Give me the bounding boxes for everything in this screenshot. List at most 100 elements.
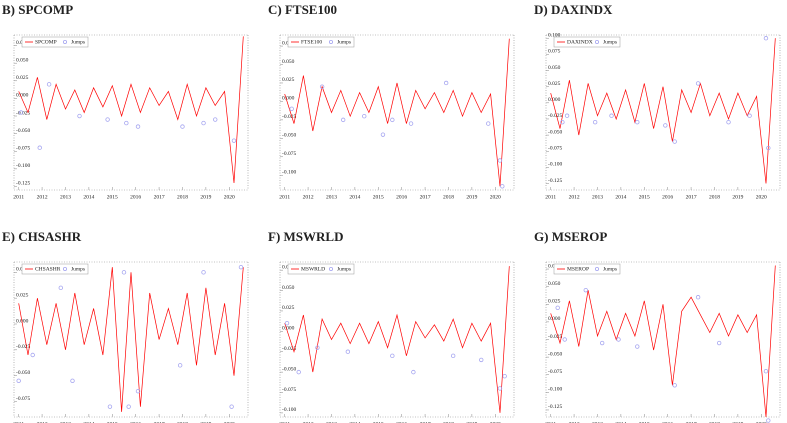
- jump-marker: [592, 119, 598, 125]
- panel-title: D) DAXINDX: [534, 2, 613, 17]
- jump-marker: [213, 117, 218, 122]
- jump-marker: [672, 139, 677, 144]
- y-tick-label: -0.050: [282, 133, 296, 139]
- jump-marker: [345, 349, 351, 354]
- x-tick-label: 2012: [37, 421, 48, 423]
- jump-marker: [390, 353, 395, 359]
- y-tick-label: -0.125: [548, 404, 562, 410]
- x-tick-label: 2019: [466, 194, 477, 200]
- y-tick-label: 0.025: [548, 81, 561, 87]
- x-tick-label: 2012: [303, 194, 314, 200]
- y-tick-label: 0.050: [548, 65, 561, 71]
- x-tick-label: 2019: [466, 421, 477, 423]
- x-tick-label: 2012: [303, 421, 314, 423]
- x-tick-label: 2016: [662, 421, 673, 423]
- x-tick-label: 2014: [83, 421, 94, 423]
- x-tick-label: 2016: [130, 194, 141, 200]
- y-tick-label: 0.100: [548, 32, 561, 38]
- y-tick-label: -0.025: [548, 113, 562, 119]
- jump-marker: [486, 121, 491, 126]
- y-tick-label: -0.075: [282, 387, 296, 393]
- y-tick-label: -0.100: [282, 407, 296, 413]
- x-tick-label: 2018: [177, 194, 188, 200]
- y-tick-label: 0.075: [548, 49, 561, 55]
- x-tick-label: 2012: [569, 421, 580, 423]
- x-tick-label: 2014: [83, 194, 94, 200]
- x-tick-label: 2011: [13, 194, 24, 200]
- y-tick-label: -0.075: [16, 396, 30, 402]
- jump-marker: [497, 386, 503, 391]
- returns-line: [550, 265, 776, 418]
- y-tick-label: -0.075: [282, 151, 296, 157]
- jump-marker: [766, 418, 771, 423]
- legend-label: CHSASHR: [35, 266, 61, 272]
- jump-marker: [716, 340, 722, 346]
- panel-title: E) CHSASHR: [2, 229, 82, 244]
- jump-marker: [479, 357, 484, 363]
- x-tick-label: 2014: [615, 421, 626, 423]
- y-tick-label: -0.100: [16, 163, 30, 169]
- y-tick-label: -0.025: [16, 110, 30, 116]
- x-tick-label: 2015: [373, 421, 384, 423]
- jump-marker: [583, 287, 588, 293]
- legend-label: Jumps: [71, 266, 85, 272]
- x-tick-label: 2012: [37, 194, 48, 200]
- jump-marker: [562, 337, 567, 342]
- jump-marker: [390, 117, 395, 123]
- x-tick-label: 2019: [732, 194, 743, 200]
- jump-marker: [37, 145, 42, 150]
- jump-marker: [616, 337, 621, 342]
- x-tick-label: 2012: [569, 194, 580, 200]
- y-tick-label: -0.075: [548, 369, 562, 375]
- y-tick-label: -0.100: [282, 170, 296, 176]
- panel-title: C) FTSE100: [268, 2, 337, 17]
- jump-marker: [500, 184, 505, 189]
- legend-marker: [328, 266, 333, 271]
- jump-marker: [121, 270, 127, 275]
- jump-marker: [70, 378, 75, 384]
- legend-marker: [328, 40, 333, 45]
- jump-marker: [319, 84, 325, 89]
- jump-marker: [16, 378, 21, 384]
- jump-marker: [443, 80, 449, 86]
- jump-marker: [763, 36, 769, 41]
- y-tick-label: -0.075: [548, 146, 562, 152]
- jump-marker: [135, 124, 141, 129]
- y-tick-label: -0.100: [548, 162, 562, 168]
- legend-box: [553, 263, 621, 275]
- x-tick-label: 2020: [490, 421, 501, 423]
- y-tick-label: 0.025: [16, 292, 29, 298]
- y-tick-label: 0.025: [548, 299, 561, 305]
- x-tick-label: 2013: [60, 421, 71, 423]
- legend-label: FTSE100: [301, 39, 322, 45]
- y-tick-label: 0.025: [282, 77, 295, 83]
- x-tick-label: 2016: [396, 421, 407, 423]
- y-tick-label: 0.000: [282, 96, 295, 102]
- legend-label: Jumps: [337, 266, 351, 272]
- panel-title: G) MSEROP: [534, 229, 607, 244]
- x-tick-label: 2020: [224, 194, 235, 200]
- jump-marker: [340, 117, 346, 123]
- x-tick-label: 2014: [615, 194, 626, 200]
- returns-line: [284, 266, 510, 413]
- jump-marker: [635, 119, 640, 125]
- x-tick-label: 2015: [639, 421, 650, 423]
- x-tick-label: 2013: [326, 194, 337, 200]
- panel-title: B) SPCOMP: [2, 2, 73, 17]
- jump-marker: [411, 369, 416, 375]
- legend-label: SPCOMP: [35, 39, 57, 45]
- legend-label: Jumps: [71, 39, 85, 45]
- jump-marker: [105, 117, 110, 122]
- jump-marker: [284, 320, 290, 326]
- x-tick-label: 2017: [420, 421, 431, 423]
- y-tick-label: 0.000: [16, 93, 29, 99]
- x-tick-label: 2019: [200, 421, 211, 423]
- y-tick-label: -0.050: [548, 129, 562, 135]
- x-tick-label: 2018: [177, 421, 188, 423]
- x-tick-label: 2018: [709, 421, 720, 423]
- x-tick-label: 2016: [130, 421, 141, 423]
- x-tick-label: 2017: [154, 194, 165, 200]
- x-tick-label: 2017: [686, 421, 697, 423]
- y-tick-label: 0.050: [282, 59, 295, 65]
